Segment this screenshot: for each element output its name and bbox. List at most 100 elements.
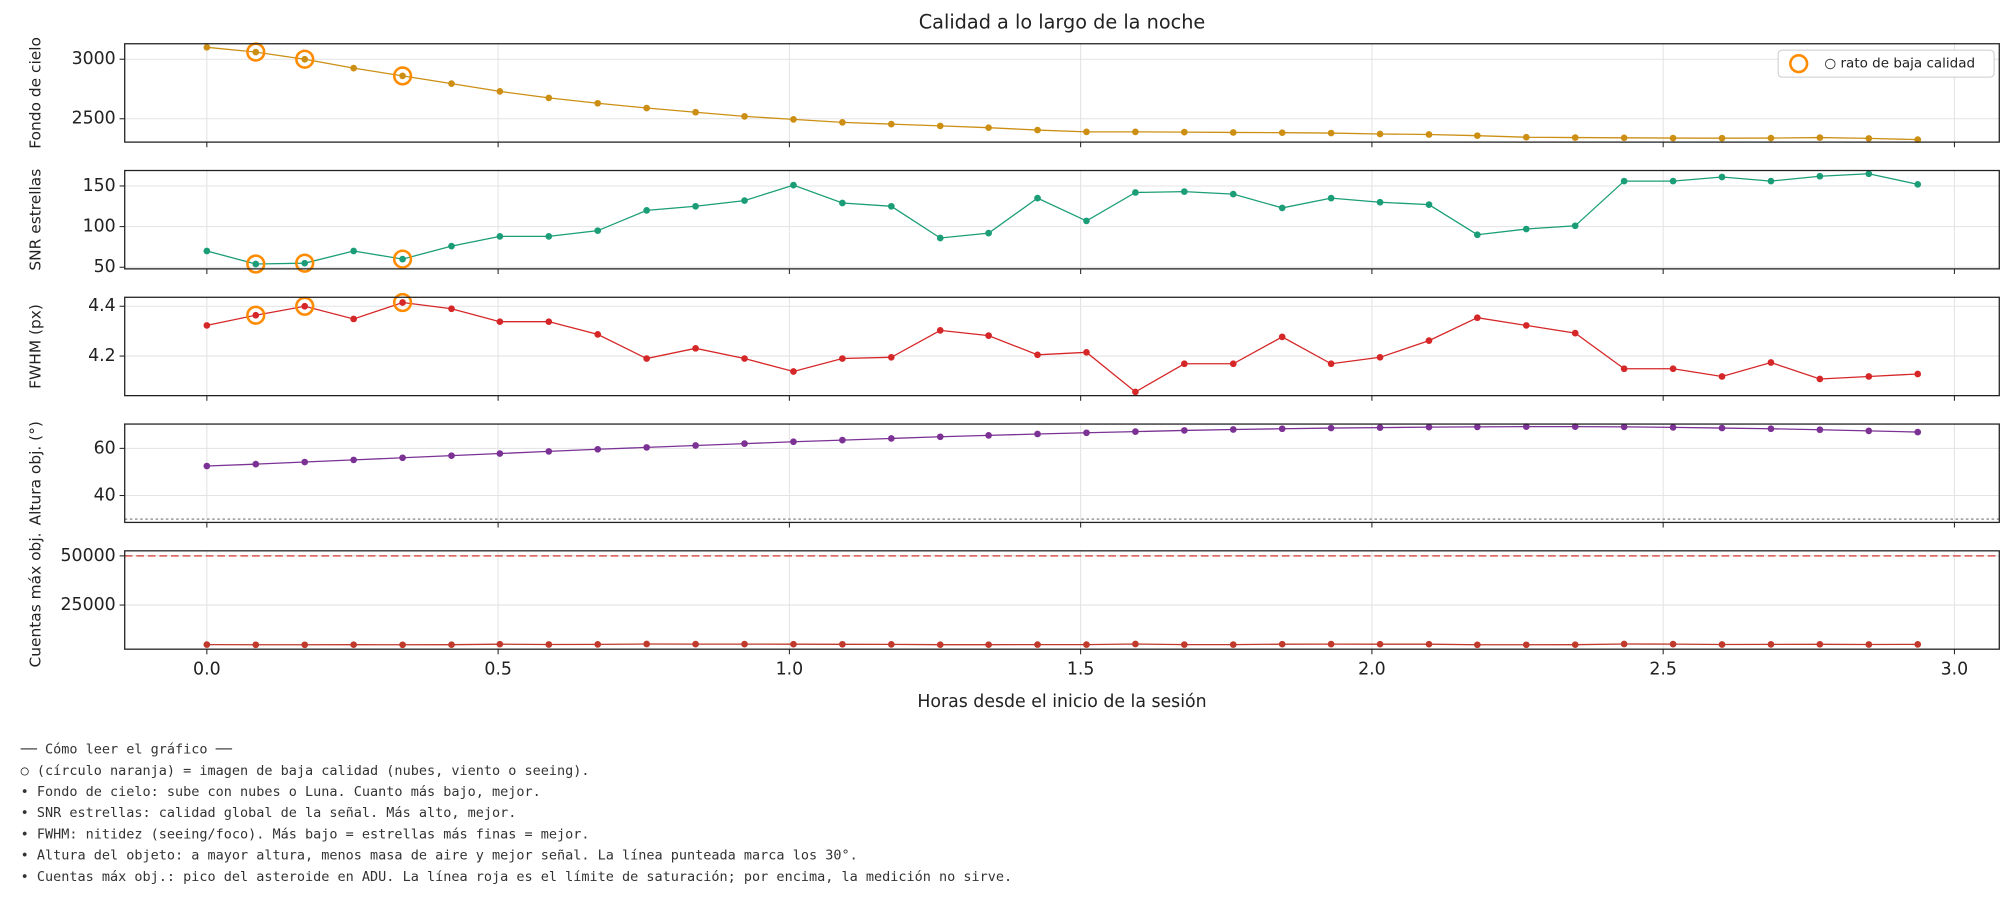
notes-line: • FWHM: nitidez (seeing/foco). Más bajo … — [21, 826, 590, 842]
data-point — [301, 259, 309, 267]
panel-frame — [124, 43, 2000, 143]
legend-box — [1777, 49, 1995, 78]
data-point — [1816, 426, 1824, 434]
data-point — [1425, 640, 1433, 648]
data-point — [1865, 641, 1873, 648]
data-point — [301, 458, 309, 466]
data-point — [1914, 136, 1922, 143]
data-point — [1425, 337, 1433, 344]
data-point — [448, 242, 455, 250]
data-point — [1865, 135, 1873, 142]
data-point — [1620, 177, 1628, 185]
data-point — [496, 318, 504, 326]
y-tick-label: 50000 — [61, 546, 116, 566]
data-point — [350, 641, 357, 649]
data-point — [1522, 133, 1530, 141]
low-quality-marker — [392, 292, 413, 313]
low-quality-marker — [295, 49, 315, 69]
data-point — [1180, 128, 1188, 136]
data-point — [1132, 640, 1139, 648]
data-point — [399, 454, 406, 462]
data-point — [643, 104, 651, 112]
data-point — [936, 234, 944, 242]
data-point — [936, 327, 944, 334]
data-point — [203, 641, 211, 648]
data-point — [1327, 360, 1335, 368]
data-point — [1376, 130, 1384, 138]
x-axis-label: Horas desde el inicio de la sesión — [917, 692, 1206, 712]
data-point — [1669, 424, 1677, 431]
data-point — [1571, 222, 1579, 230]
data-point — [692, 442, 699, 449]
data-point — [692, 108, 699, 116]
data-point — [448, 305, 455, 313]
data-point — [839, 118, 846, 126]
data-point — [301, 641, 309, 649]
chart-title: Calidad a lo largo de la noche — [919, 11, 1206, 34]
data-point — [839, 640, 846, 648]
data-point — [887, 353, 895, 361]
data-point — [643, 355, 651, 362]
data-point — [1180, 360, 1188, 368]
data-point — [1327, 424, 1335, 432]
data-point — [1718, 641, 1726, 648]
data-point — [1767, 425, 1775, 433]
data-point — [350, 456, 357, 464]
data-point — [350, 64, 357, 72]
data-point — [496, 640, 504, 648]
data-point — [1278, 129, 1286, 137]
data-point — [1473, 231, 1481, 239]
data-point — [1718, 373, 1726, 380]
data-point — [741, 440, 748, 447]
y-tick-label: 50 — [94, 257, 116, 277]
series-line — [206, 426, 1918, 467]
data-point — [350, 315, 357, 323]
data-point — [1034, 194, 1041, 202]
data-point — [1034, 430, 1041, 438]
data-point — [203, 247, 211, 255]
data-point — [1914, 641, 1922, 648]
data-point — [1816, 172, 1824, 180]
data-point — [252, 260, 260, 268]
data-point — [643, 444, 651, 451]
y-axis-label: FWHM (px) — [27, 304, 45, 389]
y-axis-label: Cuentas máx obj. — [27, 532, 45, 667]
data-point — [1669, 177, 1677, 185]
data-point — [1376, 424, 1384, 431]
data-point — [594, 227, 602, 235]
data-point — [692, 344, 699, 352]
y-axis-label: Fondo de cielo — [26, 37, 44, 149]
data-point — [1229, 426, 1237, 433]
data-point — [1132, 428, 1139, 435]
data-point — [399, 255, 406, 263]
data-point — [1522, 322, 1530, 329]
data-point — [1229, 360, 1237, 368]
data-point — [1180, 641, 1188, 648]
data-point — [887, 641, 895, 648]
data-point — [839, 355, 846, 362]
y-tick-label: 3000 — [72, 49, 116, 69]
y-tick-label: 40 — [94, 486, 116, 506]
data-point — [545, 641, 553, 648]
data-point — [741, 640, 748, 648]
data-point — [1865, 170, 1873, 178]
data-point — [399, 72, 406, 80]
data-point — [887, 120, 895, 128]
data-point — [1034, 641, 1041, 648]
data-point — [448, 80, 455, 87]
data-point — [887, 202, 895, 210]
y-tick-label: 150 — [83, 176, 116, 196]
data-point — [1473, 132, 1481, 140]
data-point — [1083, 217, 1090, 225]
data-point — [1327, 194, 1335, 202]
data-point — [741, 197, 748, 204]
data-point — [1083, 429, 1090, 437]
data-point — [936, 433, 944, 441]
y-tick-label: 25000 — [61, 595, 116, 615]
data-point — [1278, 425, 1286, 433]
data-point — [1914, 428, 1922, 436]
legend-marker — [1789, 54, 1809, 74]
data-point — [350, 247, 357, 255]
data-point — [594, 99, 602, 107]
data-point — [1522, 225, 1530, 233]
